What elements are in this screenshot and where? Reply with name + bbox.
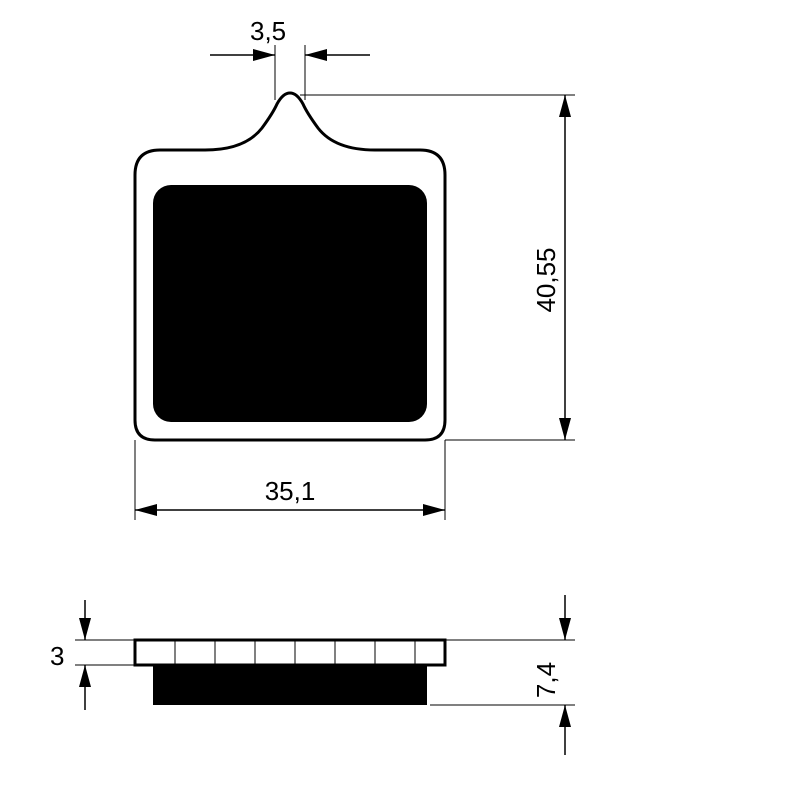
dim-plate-thk-label: 3 xyxy=(50,641,64,671)
dim-total-thk-label: 7,4 xyxy=(531,662,561,698)
pad-friction-face xyxy=(153,185,427,422)
dim-tab-width-label: 3,5 xyxy=(250,16,286,46)
dim-width: 35,1 xyxy=(135,440,445,520)
drawing-canvas: 3,5 40,55 35,1 xyxy=(0,0,800,800)
dim-tab-width: 3,5 xyxy=(210,16,370,100)
dim-total-thickness: 7,4 xyxy=(430,595,575,755)
dim-height-label: 40,55 xyxy=(531,247,561,312)
dim-width-label: 35,1 xyxy=(265,476,316,506)
side-view xyxy=(135,640,445,705)
dim-plate-thickness: 3 xyxy=(50,600,135,710)
